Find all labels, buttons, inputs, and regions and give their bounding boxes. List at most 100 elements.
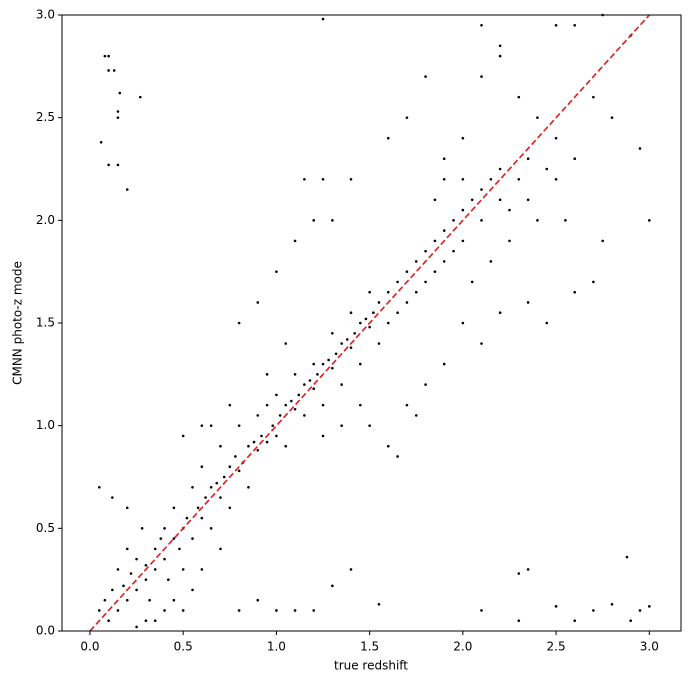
point — [275, 393, 278, 397]
point — [368, 424, 371, 427]
point — [118, 91, 122, 95]
x-tick-label: 2.5 — [547, 640, 566, 654]
point — [470, 198, 474, 202]
point — [185, 516, 189, 520]
point — [345, 338, 349, 341]
y-tick-label: 2.0 — [36, 213, 55, 227]
point — [140, 527, 144, 530]
point — [116, 116, 120, 119]
point — [256, 449, 260, 452]
point — [386, 444, 390, 448]
x-tick-label: 1.0 — [267, 640, 286, 654]
point — [452, 249, 455, 253]
point — [228, 403, 232, 407]
point — [256, 414, 260, 417]
point — [219, 547, 222, 551]
point — [386, 136, 390, 140]
point — [153, 547, 157, 551]
point — [327, 358, 330, 362]
point — [181, 434, 185, 438]
point — [364, 317, 368, 321]
point — [396, 280, 399, 284]
point — [252, 440, 256, 444]
point — [405, 270, 409, 273]
point — [275, 609, 278, 612]
point — [498, 311, 502, 315]
point — [237, 424, 241, 427]
point — [377, 342, 381, 345]
point — [191, 485, 194, 489]
point — [316, 373, 319, 376]
point — [461, 208, 465, 212]
point — [111, 496, 114, 499]
point — [396, 455, 399, 458]
point — [629, 619, 632, 623]
point — [303, 177, 306, 181]
point — [526, 301, 530, 304]
point — [442, 362, 446, 366]
point — [372, 311, 375, 315]
point — [116, 609, 120, 612]
point — [424, 383, 427, 386]
point — [172, 598, 176, 602]
point — [592, 95, 595, 99]
point — [480, 75, 483, 78]
point — [112, 69, 116, 72]
point — [334, 352, 338, 356]
point — [554, 605, 558, 608]
point — [340, 342, 343, 345]
point — [359, 403, 362, 407]
point — [107, 163, 110, 167]
point — [442, 157, 446, 161]
point — [237, 609, 241, 612]
point — [107, 69, 110, 72]
point — [498, 198, 502, 202]
point — [122, 584, 125, 588]
point — [321, 362, 325, 366]
point — [442, 177, 446, 181]
point — [209, 485, 213, 489]
point — [405, 116, 409, 119]
y-tick-label: 0.5 — [36, 521, 55, 535]
point — [610, 603, 614, 606]
point — [480, 219, 483, 222]
point — [237, 321, 241, 325]
x-axis-label: true redshift — [334, 659, 408, 673]
point — [349, 346, 353, 349]
point — [144, 619, 148, 623]
y-tick-label: 1.5 — [36, 316, 55, 330]
x-tick-label: 2.0 — [453, 640, 472, 654]
point — [433, 270, 437, 273]
point — [107, 619, 110, 623]
point — [172, 537, 176, 540]
point — [489, 177, 493, 181]
point — [625, 555, 629, 559]
point — [573, 290, 577, 294]
point — [461, 177, 465, 181]
point — [228, 506, 232, 510]
y-tick-label: 2.5 — [36, 110, 55, 124]
point — [172, 506, 176, 510]
point — [545, 321, 549, 325]
point — [480, 342, 483, 345]
point — [321, 177, 325, 181]
point — [331, 331, 334, 335]
point — [125, 506, 129, 510]
point — [377, 603, 381, 606]
point — [489, 260, 493, 263]
point — [601, 239, 604, 243]
point — [414, 290, 418, 294]
point — [554, 136, 558, 140]
point — [321, 403, 325, 407]
point — [308, 379, 312, 382]
point — [312, 362, 316, 366]
point — [433, 239, 437, 243]
point — [144, 578, 148, 581]
x-tick-label: 1.5 — [360, 640, 379, 654]
point — [234, 455, 237, 458]
point — [284, 403, 288, 407]
point — [508, 208, 511, 212]
point — [536, 219, 539, 222]
y-tick-label: 3.0 — [36, 8, 55, 22]
point — [526, 198, 530, 202]
